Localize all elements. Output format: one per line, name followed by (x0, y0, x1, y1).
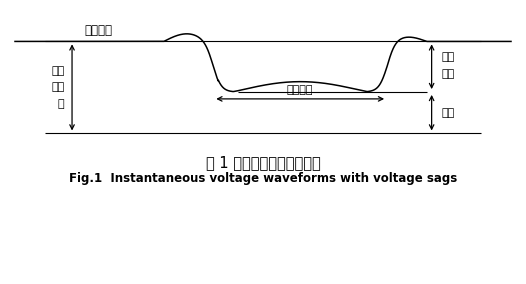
Text: 参考电压: 参考电压 (85, 24, 113, 37)
Text: 持续时间: 持续时间 (287, 85, 313, 95)
Text: 额定
电压
值: 额定 电压 值 (52, 66, 65, 109)
Text: Fig.1  Instantaneous voltage waveforms with voltage sags: Fig.1 Instantaneous voltage waveforms wi… (69, 172, 457, 185)
Text: 残压: 残压 (441, 108, 455, 118)
Text: 图 1 电压暂降瞬时电压波形: 图 1 电压暂降瞬时电压波形 (206, 155, 320, 170)
Text: 暂降
深度: 暂降 深度 (441, 52, 455, 79)
